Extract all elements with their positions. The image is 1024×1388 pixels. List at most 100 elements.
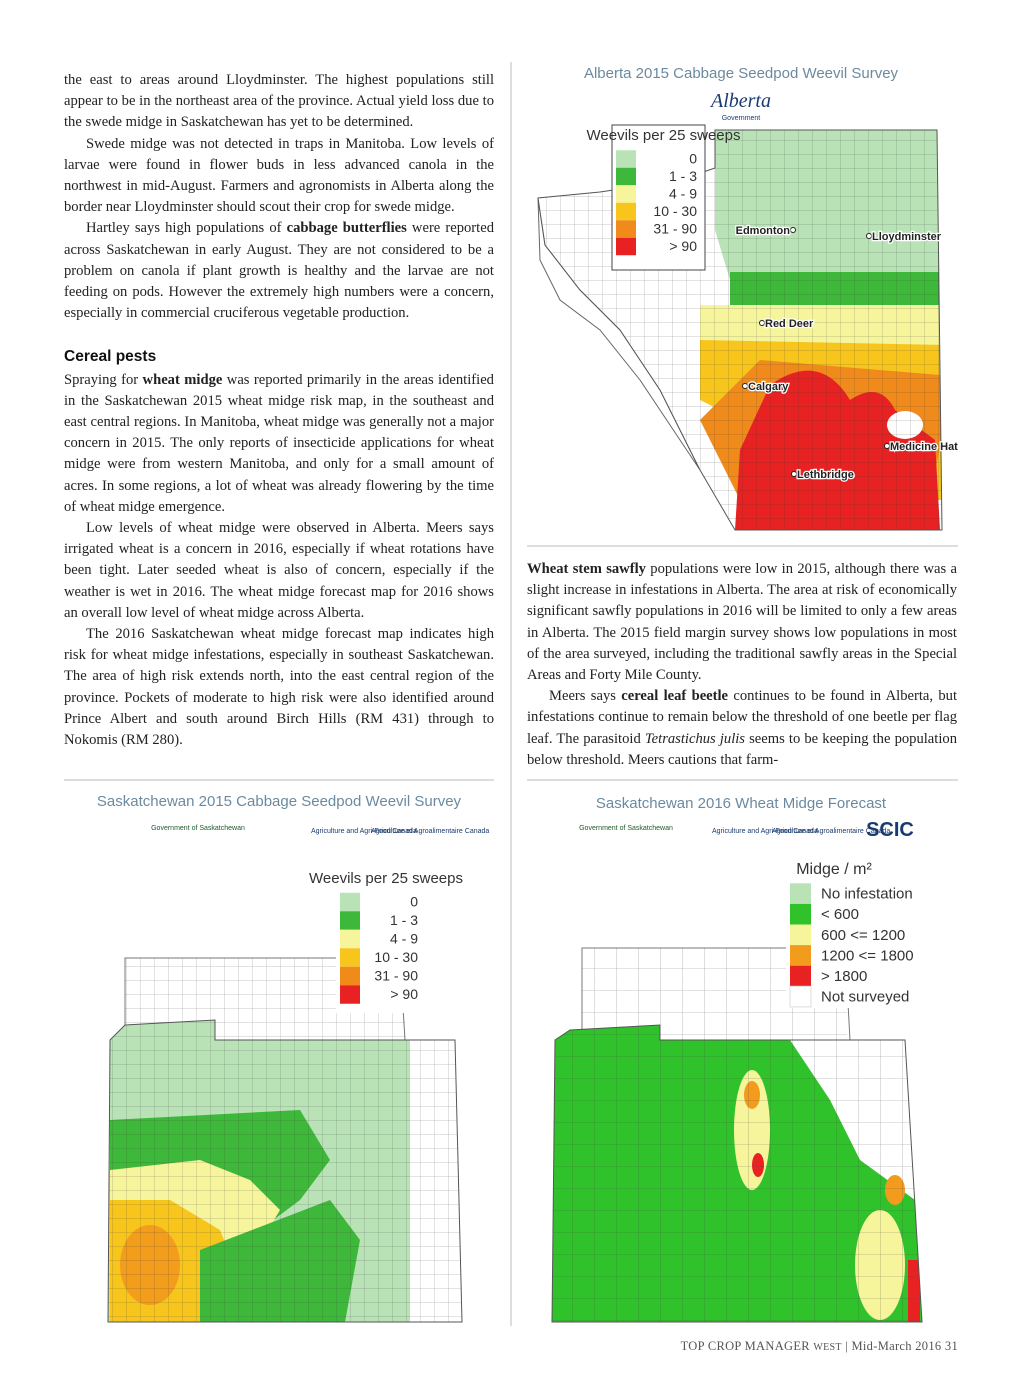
legend-label: 1200 <= 1800 bbox=[821, 947, 914, 964]
legend-swatch bbox=[340, 911, 360, 930]
text-run: was reported primarily in the areas iden… bbox=[64, 371, 494, 515]
saskatchewan-weevil-map bbox=[107, 957, 463, 1323]
city-marker bbox=[791, 471, 797, 477]
page-number: 31 bbox=[944, 1339, 958, 1353]
right-column: Wheat stem sawfly populations were low i… bbox=[527, 559, 957, 771]
legend-label: > 90 bbox=[669, 238, 697, 254]
legend-swatch bbox=[340, 985, 360, 1004]
left-column: the east to areas around Lloydminster. T… bbox=[64, 70, 494, 751]
place-label: Calgary bbox=[748, 381, 789, 393]
legend-title: Weevils per 25 sweeps bbox=[309, 870, 463, 887]
text-run: were reported across Saskatchewan in ear… bbox=[64, 220, 495, 322]
paragraph: The 2016 Saskatchewan wheat midge foreca… bbox=[64, 624, 494, 751]
text-run: cabbage butterflies bbox=[286, 220, 407, 237]
separator: | bbox=[845, 1339, 849, 1353]
alberta-map bbox=[537, 129, 943, 531]
text-run: continues to be found in Alberta, but in… bbox=[527, 688, 957, 747]
legend-swatch bbox=[789, 985, 812, 1008]
footer: TOP CROP MANAGER WEST | Mid-March 2016 3… bbox=[681, 1339, 958, 1354]
logo-text: Government of Saskatchewan bbox=[151, 825, 245, 832]
legend-swatch bbox=[616, 185, 636, 203]
legend-label: 31 - 90 bbox=[653, 221, 697, 237]
place-label: Lethbridge bbox=[797, 469, 854, 481]
text-run: Low levels of wheat midge were observed … bbox=[64, 520, 494, 621]
legend-label: Not surveyed bbox=[821, 989, 909, 1006]
legend-swatch bbox=[616, 220, 636, 238]
legend-swatch bbox=[790, 903, 811, 925]
legend-label: 0 bbox=[410, 894, 418, 910]
text-run: Spraying for bbox=[64, 371, 143, 388]
saskatchewan-midge-map bbox=[551, 947, 923, 1323]
legend-swatch bbox=[790, 965, 811, 987]
legend-swatch bbox=[616, 150, 636, 168]
legend-swatch bbox=[616, 167, 636, 186]
publication: TOP CROP MANAGER bbox=[680, 1339, 810, 1353]
legend-title: Midge / m² bbox=[796, 861, 872, 878]
city-marker bbox=[759, 320, 765, 326]
legend-label: 4 - 9 bbox=[669, 186, 697, 202]
legend-label: 1 - 3 bbox=[669, 168, 697, 184]
text-run: the east to areas around Lloydminster. T… bbox=[64, 72, 494, 131]
text-run: cereal leaf beetle bbox=[621, 688, 729, 705]
text-run: Tetrastichus julis bbox=[644, 730, 745, 747]
paragraph: Swede midge was not detected in traps in… bbox=[64, 134, 494, 219]
city-marker bbox=[790, 227, 796, 233]
text-run: Meers says bbox=[549, 688, 622, 705]
issue: Mid-March 2016 bbox=[851, 1339, 942, 1353]
text-run: Hartley says high populations of bbox=[86, 220, 287, 237]
place-label: Edmonton bbox=[736, 225, 791, 237]
paragraph: Hartley says high populations of cabbage… bbox=[64, 218, 494, 324]
paragraph: Spraying for wheat midge was reported pr… bbox=[64, 370, 494, 518]
place-label: Medicine Hat bbox=[890, 441, 958, 453]
section-heading: Cereal pests bbox=[64, 348, 157, 366]
legend-swatch bbox=[790, 924, 811, 946]
figure-title: Alberta 2015 Cabbage Seedpod Weevil Surv… bbox=[584, 65, 899, 82]
paragraph: Low levels of wheat midge were observed … bbox=[64, 518, 494, 624]
text-run: populations were low in 2015, although t… bbox=[527, 561, 957, 684]
legend-label: > 90 bbox=[390, 986, 418, 1002]
text-run: wheat midge bbox=[142, 371, 223, 388]
paragraph: Wheat stem sawfly populations were low i… bbox=[527, 559, 957, 686]
legend-label: < 600 bbox=[821, 906, 859, 923]
edition: WEST bbox=[813, 1342, 842, 1353]
place-label: Red Deer bbox=[765, 318, 814, 330]
legend-label: > 1800 bbox=[821, 968, 867, 985]
logo-text: Agriculture and Agri-Food Canada bbox=[311, 828, 417, 835]
legend-swatch bbox=[790, 883, 811, 904]
legend-swatch bbox=[340, 948, 360, 967]
text-run: Swede midge was not detected in traps in… bbox=[64, 135, 494, 216]
logo-text: Government of Saskatchewan bbox=[579, 825, 673, 832]
paragraph: the east to areas around Lloydminster. T… bbox=[64, 70, 494, 134]
legend-label: 10 - 30 bbox=[374, 949, 418, 965]
legend-swatch bbox=[790, 945, 811, 966]
place-label: Lloydminster bbox=[872, 231, 942, 243]
legend-swatch bbox=[616, 202, 636, 221]
city-marker bbox=[884, 443, 890, 449]
city-marker bbox=[742, 383, 748, 389]
legend-label: 600 <= 1200 bbox=[821, 927, 905, 944]
logo-text: Agriculture et Agroalimentaire Canada bbox=[371, 828, 489, 835]
figure-title: Saskatchewan 2015 Cabbage Seedpod Weevil… bbox=[97, 793, 462, 810]
figure-title: Saskatchewan 2016 Wheat Midge Forecast bbox=[596, 795, 887, 812]
legend-swatch bbox=[616, 237, 636, 256]
text-run: The 2016 Saskatchewan wheat midge foreca… bbox=[64, 626, 494, 749]
city-marker bbox=[866, 233, 872, 239]
legend-swatch bbox=[340, 966, 360, 986]
legend-label: 10 - 30 bbox=[653, 203, 697, 219]
legend-label: 1 - 3 bbox=[390, 912, 418, 928]
logo-text: Government bbox=[722, 115, 761, 122]
logo-text: Agriculture et Agroalimentaire Canada bbox=[772, 828, 890, 835]
logo-text: Agriculture and Agri-Food Canada bbox=[712, 828, 818, 835]
text-run: seems to be keeping the population below… bbox=[527, 730, 957, 768]
legend-title: Weevils per 25 sweeps bbox=[587, 127, 741, 144]
logo-text: SCIC bbox=[866, 819, 914, 841]
logo-text: Alberta bbox=[709, 90, 771, 112]
paragraph: Meers says cereal leaf beetle continues … bbox=[527, 686, 957, 771]
legend-label: 31 - 90 bbox=[374, 968, 418, 984]
legend-label: 0 bbox=[689, 151, 697, 167]
legend-label: 4 - 9 bbox=[390, 931, 418, 947]
legend-swatch bbox=[340, 892, 360, 912]
legend-label: No infestation bbox=[821, 886, 913, 903]
